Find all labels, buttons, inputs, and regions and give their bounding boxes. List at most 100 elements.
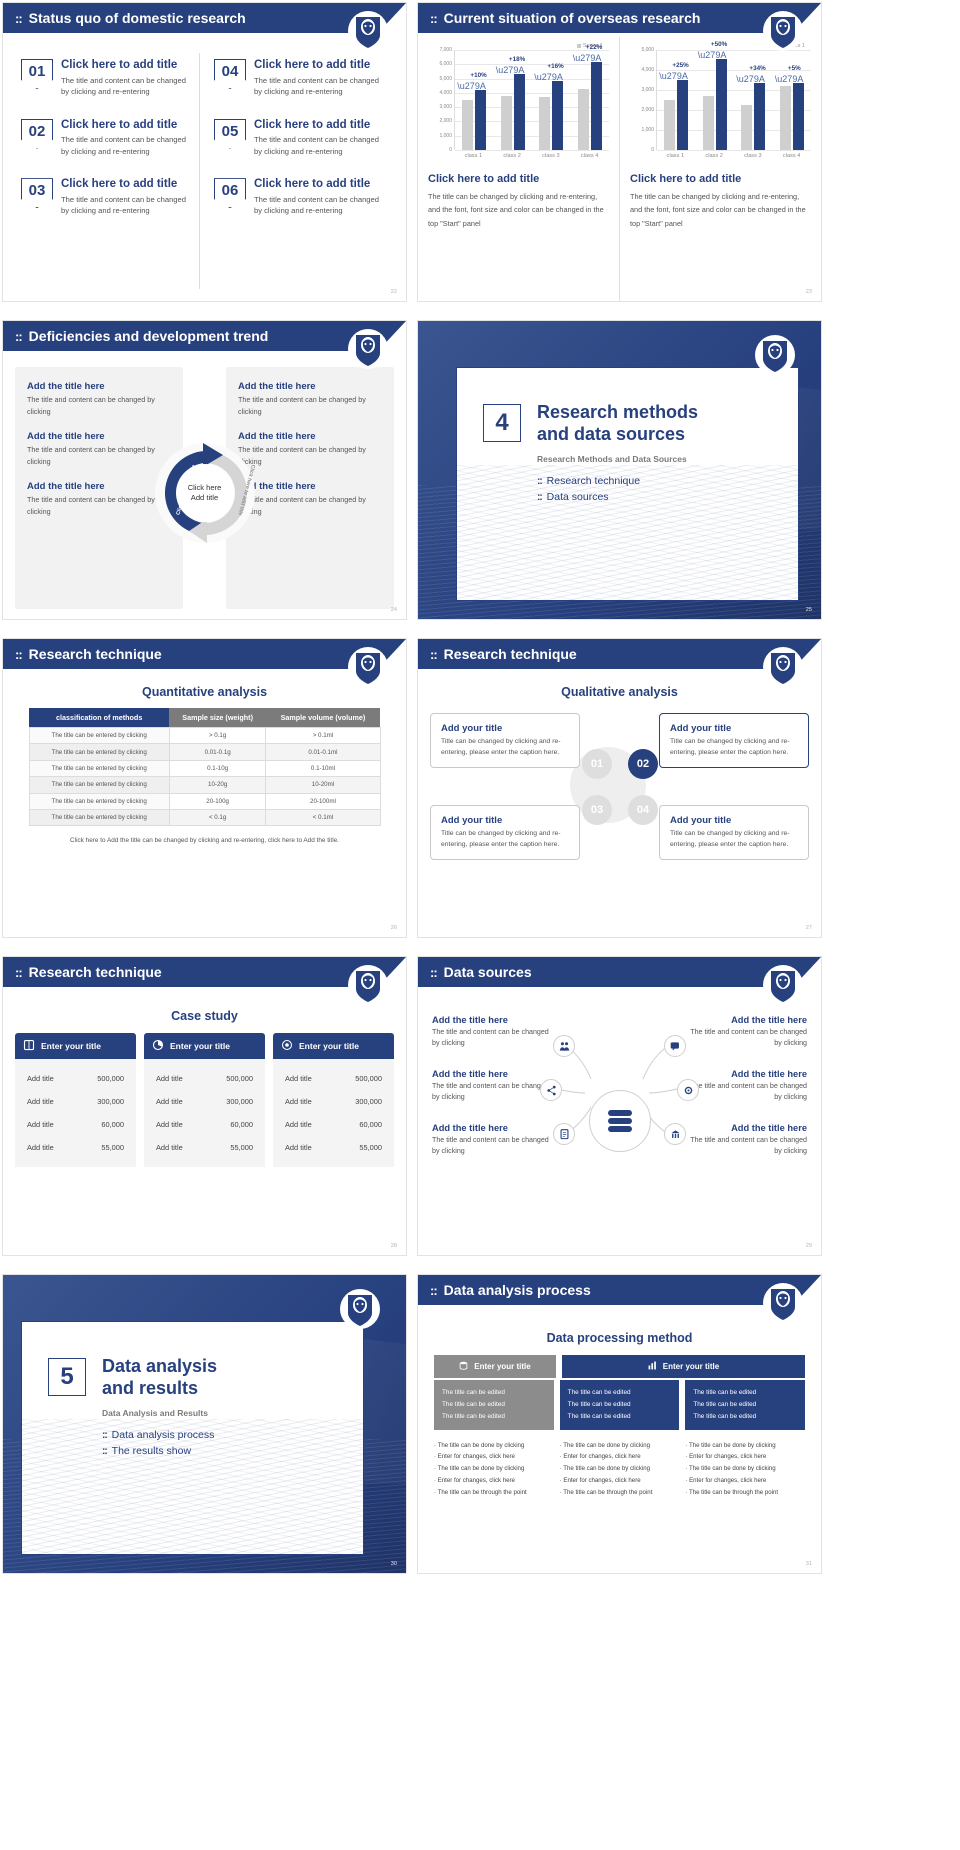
list-item[interactable]: 02 Click here to add title The title and… (21, 118, 189, 158)
chart-panel-left: Series 1 0 1,000 2,000 3,000 4,000 5,000 6,000… (418, 37, 619, 301)
sources-column-right: Add the title here The title and content… (689, 1003, 807, 1249)
bar-series1 (715, 59, 727, 150)
qualitative-box-04[interactable]: Add your title Title can be changed by c… (659, 805, 809, 861)
chart-icon (152, 1039, 164, 1053)
mesh-decoration (457, 465, 798, 600)
list-item[interactable]: 04 Click here to add title The title and… (214, 59, 382, 98)
source-desc: The title and content can be changed by … (690, 1081, 807, 1101)
card-header[interactable]: Enter your title (273, 1033, 394, 1059)
bullet-item[interactable]: :: Data analysis process (102, 1429, 217, 1441)
y-tick: 2,000 (641, 107, 654, 113)
tab-enter-title-2[interactable]: Enter your title (562, 1355, 805, 1378)
table-cell: > 0.1ml (265, 726, 381, 745)
people-icon[interactable] (553, 1035, 575, 1057)
table-cell: 0.1-10ml (265, 759, 381, 778)
case-card[interactable]: Enter your title Add title 500,000 Add titl… (15, 1033, 136, 1167)
y-tick: 4,000 (439, 89, 452, 96)
gear-icon[interactable] (677, 1079, 699, 1101)
table-cell: The title can be entered by clicking (28, 726, 170, 745)
table-row[interactable]: The title can be entered by clicking > 0.… (28, 726, 381, 745)
bar-chart-2: 0 1,000 2,000 3,000 4,000 5,000 +25% \u279A +50… (630, 41, 811, 153)
list-item[interactable]: 06 Click here to add title The title and… (214, 178, 382, 217)
card-row: Add title 55,000 (25, 1136, 126, 1159)
list-item[interactable]: 03 Click here to add title The title and… (21, 178, 189, 217)
bullet-item[interactable]: :: Data sources (537, 491, 698, 503)
source-title: Add the title here (731, 1068, 807, 1079)
process-list: · The title can be done by clicking · Ent… (560, 1440, 680, 1499)
card-row: Add title 55,000 (283, 1136, 384, 1159)
mesh-decoration (22, 1419, 363, 1554)
chart-legend: Series 1 (428, 43, 609, 49)
card-header[interactable]: Enter your title (15, 1033, 136, 1059)
x-tick: class 1 (666, 153, 685, 159)
table-cell: The title can be entered by clicking (28, 743, 170, 761)
card-row: Add title 55,000 (154, 1136, 255, 1159)
step-circle-03[interactable]: 03 (582, 795, 612, 825)
page-number: 31 (805, 1561, 812, 1567)
row-label: Add title (27, 1097, 54, 1106)
table-cell: 0.01-0.1g (168, 743, 267, 761)
source-desc: The title and content can be changed by … (432, 1081, 549, 1101)
arrow-icon: \u279A (495, 65, 525, 76)
table-cell: 0.01-0.1ml (265, 743, 381, 761)
item-desc: The title and content can be changed by … (61, 135, 186, 156)
box-title: Add your title (441, 723, 503, 734)
table-row[interactable]: The title can be entered by clicking < 0.… (28, 808, 381, 827)
list-item[interactable]: 01 Click here to add title The title and… (21, 59, 189, 98)
process-cell-2[interactable]: The title can be edited The title can be… (559, 1380, 680, 1430)
gridline (455, 92, 609, 94)
table-header-row: classification of methods Sample size (w… (29, 708, 380, 728)
source-title: Add the title here (432, 1015, 508, 1025)
x-tick: class 3 (744, 153, 762, 159)
qualitative-box-02[interactable]: Add your title Title can be changed by c… (659, 713, 809, 769)
box-title: Add your title (670, 815, 732, 826)
cycle-diagram: Click here Add title Click here to add t… (153, 441, 257, 545)
y-tick: 5,000 (641, 47, 654, 53)
qualitative-box-03[interactable]: Add your title Title can be changed by c… (430, 805, 580, 861)
bullet-dots-icon: :: (537, 492, 543, 504)
list-item[interactable]: 05 Click here to add title The title and… (214, 118, 382, 158)
item-desc: The title and content can be changed by … (61, 75, 186, 97)
step-circle-02[interactable]: 02 (628, 749, 658, 779)
bar-chart-1: 0 1,000 2,000 3,000 4,000 5,000 6,000 7,000 +10… (428, 44, 609, 153)
qualitative-box-01[interactable]: Add your title Title can be changed by c… (430, 713, 580, 769)
panel-item-title: Add the title here (27, 431, 105, 443)
row-label: Add title (156, 1097, 183, 1106)
bank-icon[interactable] (664, 1123, 686, 1145)
card-row: Add title 60,000 (283, 1113, 384, 1136)
cycle-center-label[interactable]: Click here Add title (175, 463, 234, 522)
process-cell-3[interactable]: The title can be edited The title can be… (685, 1380, 806, 1430)
list-item: · The title can be done by clicking (559, 1441, 651, 1449)
central-server-hub[interactable] (588, 1090, 651, 1153)
case-card[interactable]: Enter your title Add title 500,000 Add titl… (144, 1033, 265, 1167)
lion-crest-logo (348, 647, 388, 691)
share-icon[interactable] (540, 1079, 562, 1101)
caption-title: Click here to add title (428, 173, 540, 185)
card-row: Add title 500,000 (283, 1067, 384, 1090)
page-number: 22 (390, 289, 397, 295)
legend-label: Series 1 (582, 43, 603, 49)
row-value: 300,000 (97, 1097, 124, 1106)
process-cell-1[interactable]: The title can be edited The title can be… (434, 1380, 554, 1430)
table-row[interactable]: The title can be entered by clicking 20-1… (28, 792, 381, 810)
arrow-icon: \u279A (697, 50, 727, 60)
chat-icon[interactable] (664, 1035, 686, 1057)
growth-label: +16% (547, 63, 564, 71)
bar-series1 (552, 81, 564, 150)
tab-enter-title-1[interactable]: Enter your title (434, 1355, 556, 1378)
slide-header: :: Deficiencies and development trend (3, 321, 406, 351)
step-circle-01[interactable]: 01 (582, 749, 612, 779)
step-circle-04[interactable]: 04 (628, 795, 658, 825)
bullet-item[interactable]: :: The results show (102, 1445, 217, 1457)
bullet-item[interactable]: :: Research technique (537, 475, 698, 487)
document-icon[interactable] (553, 1123, 575, 1145)
list-item: · The title can be done by clicking (434, 1441, 525, 1449)
table-row[interactable]: The title can be entered by clicking 10-2… (28, 776, 381, 794)
card-header[interactable]: Enter your title (144, 1033, 265, 1059)
process-lists: · The title can be done by clicking · Ent… (434, 1440, 805, 1499)
table-row[interactable]: The title can be entered by clicking 0.01… (28, 743, 381, 761)
case-card[interactable]: Enter your title Add title 500,000 Add titl… (273, 1033, 394, 1167)
table-row[interactable]: The title can be entered by clicking 0.1-… (28, 759, 381, 778)
item-desc: The title and content can be changed by … (254, 194, 379, 216)
panel-item-desc: The title and content can be changed by … (238, 395, 366, 416)
